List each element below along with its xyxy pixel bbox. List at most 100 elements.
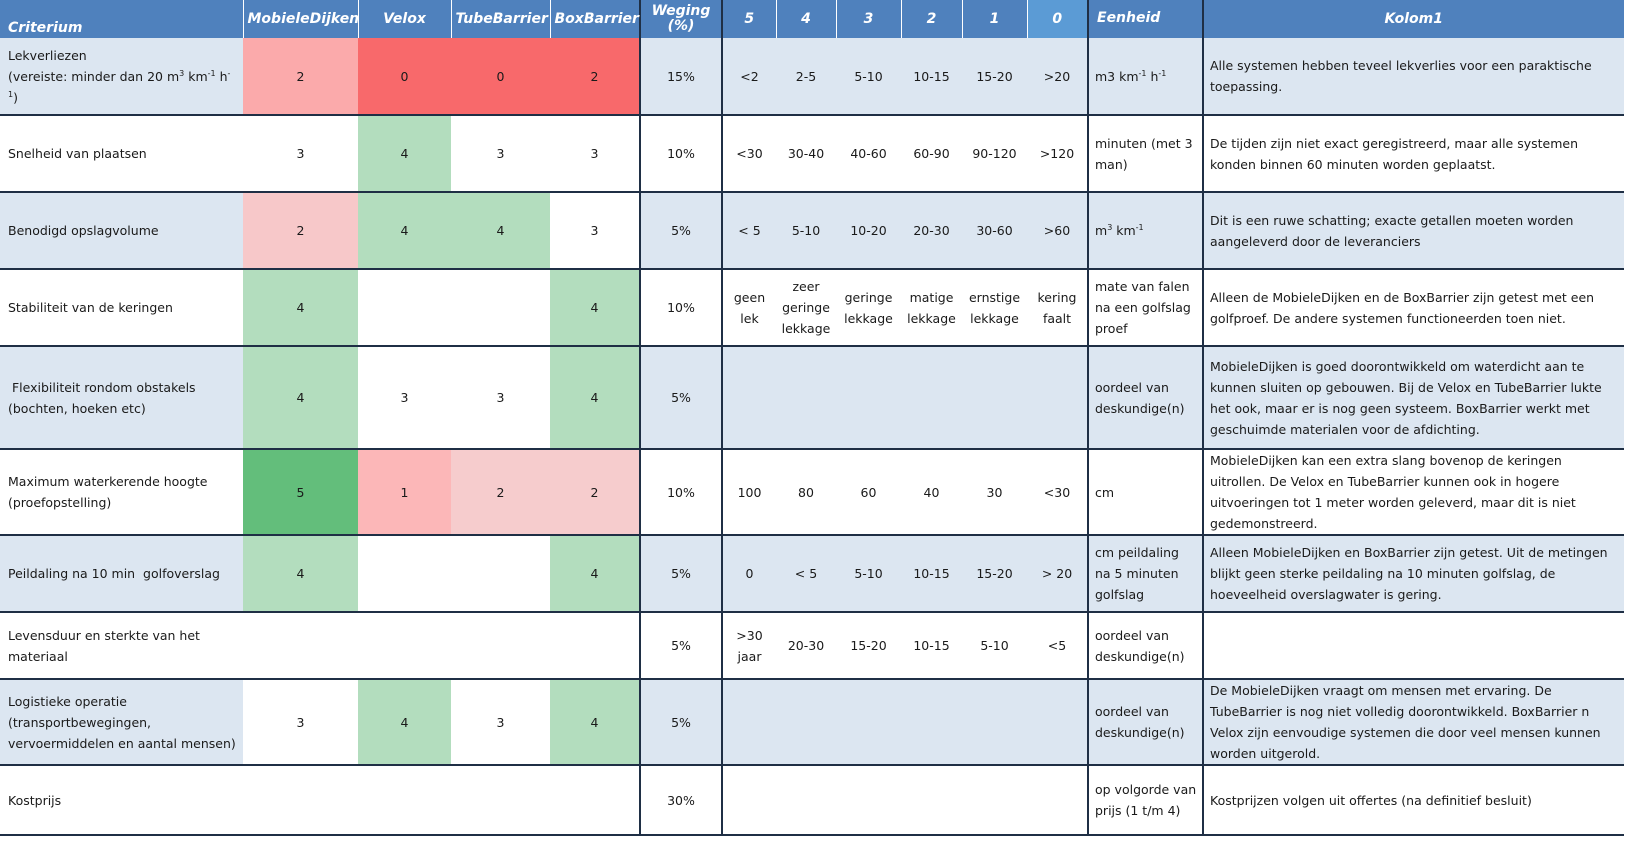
eenheid-cell: oordeel van deskundige(n): [1088, 612, 1204, 680]
eenheid-cell: cm: [1088, 449, 1204, 536]
score-mobieledijken: 4: [243, 535, 358, 613]
scale-2: matige lekkage: [901, 269, 962, 347]
kolom1-cell: De MobieleDijken vraagt om mensen met er…: [1203, 679, 1624, 766]
scale-4: 80: [776, 449, 836, 536]
header-boxbarrier[interactable]: BoxBarrier: [550, 0, 641, 38]
criterium-cell: Levensduur en sterkte van het materiaal: [0, 612, 243, 680]
scale-2: 60-90: [901, 115, 962, 193]
scale-1: [962, 765, 1027, 836]
scale-1: 15-20: [962, 38, 1027, 116]
header-kolom1[interactable]: Kolom1: [1203, 0, 1625, 38]
scale-5: <2: [722, 38, 776, 116]
criterium-cell: Maximum waterkerende hoogte (proefopstell…: [0, 449, 243, 536]
score-velox: 0: [358, 38, 451, 116]
scale-4: < 5: [776, 535, 836, 613]
weging-cell: 5%: [640, 346, 723, 450]
score-velox: 4: [358, 192, 451, 270]
eenheid-cell: m3 km-1: [1088, 192, 1204, 270]
score-mobieledijken: 4: [243, 269, 358, 347]
scale-1: 30: [962, 449, 1027, 536]
scale-1: 5-10: [962, 612, 1027, 680]
table-row: Flexibiliteit rondom obstakels (bochten, …: [0, 346, 1624, 450]
scale-4: 20-30: [776, 612, 836, 680]
scale-1: 90-120: [962, 115, 1027, 193]
scale-2: 20-30: [901, 192, 962, 270]
criterium-requirement: (vereiste: minder dan 20 m3 km-1 h-1): [8, 68, 231, 105]
scale-2: 10-15: [901, 38, 962, 116]
scale-0: <30: [1027, 449, 1089, 536]
weging-cell: 5%: [640, 535, 723, 613]
scale-0: <5: [1027, 612, 1089, 680]
scale-3: 5-10: [836, 535, 901, 613]
weging-cell: 5%: [640, 679, 723, 766]
table-row: Levensduur en sterkte van het materiaal …: [0, 612, 1624, 680]
kolom1-cell: De tijden zijn niet exact geregistreerd,…: [1203, 115, 1624, 193]
kolom1-cell: Alleen de MobieleDijken en de BoxBarrier…: [1203, 269, 1624, 347]
score-mobieledijken: [243, 765, 358, 836]
header-row: Criterium MobieleDijken Velox TubeBarrie…: [0, 0, 1625, 38]
scale-0: >120: [1027, 115, 1089, 193]
kolom1-cell: MobieleDijken kan een extra slang boveno…: [1203, 449, 1624, 536]
weging-cell: 30%: [640, 765, 723, 836]
header-score-3[interactable]: 3: [836, 0, 902, 38]
scale-5: [722, 765, 776, 836]
score-tubebarrier: [451, 269, 550, 347]
score-boxbarrier: 3: [550, 192, 641, 270]
header-criterium[interactable]: Criterium: [0, 0, 244, 38]
score-boxbarrier: [550, 765, 641, 836]
scale-2: [901, 346, 962, 450]
scale-5: <30: [722, 115, 776, 193]
score-mobieledijken: 3: [243, 679, 358, 766]
header-mobieledijken[interactable]: MobieleDijken: [243, 0, 359, 38]
kolom1-cell: Alleen MobieleDijken en BoxBarrier zijn …: [1203, 535, 1624, 613]
criterium-cell: Snelheid van plaatsen: [0, 115, 243, 193]
score-velox: [358, 269, 451, 347]
score-mobieledijken: 2: [243, 192, 358, 270]
scale-5: [722, 346, 776, 450]
criterium-line: Maximum waterkerende hoogte: [8, 474, 208, 489]
score-tubebarrier: [451, 765, 550, 836]
criterium-line: Lekverliezen: [8, 47, 87, 63]
header-tubebarrier[interactable]: TubeBarrier: [451, 0, 551, 38]
scale-2: 10-15: [901, 612, 962, 680]
scale-1: 30-60: [962, 192, 1027, 270]
kolom1-cell: Dit is een ruwe schatting; exacte getall…: [1203, 192, 1624, 270]
scale-3: 10-20: [836, 192, 901, 270]
header-velox[interactable]: Velox: [358, 0, 452, 38]
kolom1-cell: Kostprijzen volgen uit offertes (na defi…: [1203, 765, 1624, 836]
scale-5: [722, 679, 776, 766]
criterium-cell: Logistieke operatie (transportbewegingen…: [0, 679, 243, 766]
scale-3: 40-60: [836, 115, 901, 193]
header-score-5[interactable]: 5: [722, 0, 777, 38]
table-row: Snelheid van plaatsen 3 4 3 3 10% <30 30…: [0, 115, 1624, 193]
scale-0: [1027, 346, 1089, 450]
score-tubebarrier: 2: [451, 449, 550, 536]
criterium-cell: Kostprijs: [0, 765, 243, 836]
scale-4: [776, 346, 836, 450]
score-tubebarrier: 3: [451, 346, 550, 450]
scale-1: ernstige lekkage: [962, 269, 1027, 347]
scale-5: >30 jaar: [722, 612, 776, 680]
header-score-0[interactable]: 0: [1027, 0, 1089, 38]
scale-1: [962, 346, 1027, 450]
score-tubebarrier: [451, 612, 550, 680]
header-weging[interactable]: Weging (%): [640, 0, 723, 38]
header-score-2[interactable]: 2: [901, 0, 963, 38]
criterium-line: (proefopstelling): [8, 495, 112, 510]
score-boxbarrier: 4: [550, 679, 641, 766]
scale-0: [1027, 765, 1089, 836]
header-score-1[interactable]: 1: [962, 0, 1028, 38]
scale-0: >20: [1027, 38, 1089, 116]
header-score-4[interactable]: 4: [776, 0, 837, 38]
eenheid-cell: oordeel van deskundige(n): [1088, 679, 1204, 766]
score-boxbarrier: 2: [550, 38, 641, 116]
score-mobieledijken: 3: [243, 115, 358, 193]
score-tubebarrier: 4: [451, 192, 550, 270]
eenheid-cell: minuten (met 3 man): [1088, 115, 1204, 193]
scale-4: [776, 679, 836, 766]
criterium-line: Flexibiliteit rondom obstakels: [8, 379, 196, 395]
scale-4: 5-10: [776, 192, 836, 270]
kolom1-cell: [1203, 612, 1624, 680]
eenheid-cell: mate van falen na een golfslag proef: [1088, 269, 1204, 347]
header-eenheid[interactable]: Eenheid: [1088, 0, 1204, 38]
